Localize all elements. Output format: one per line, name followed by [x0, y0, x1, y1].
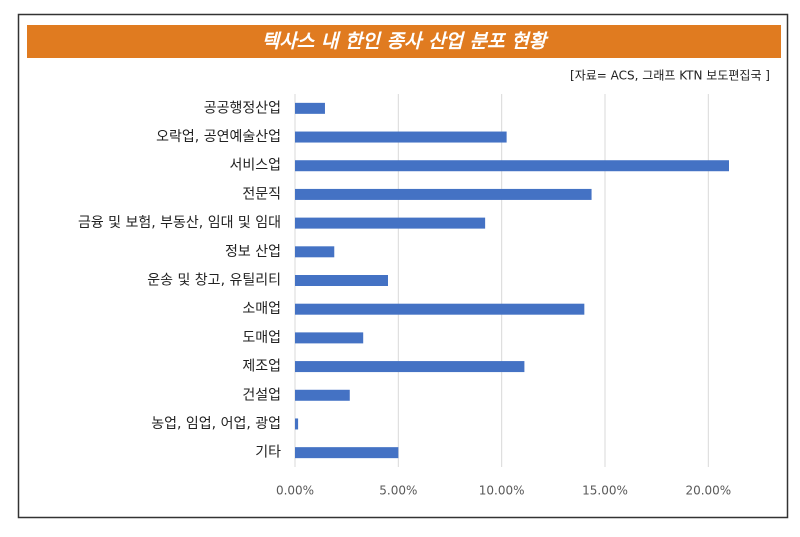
bar — [295, 361, 525, 373]
x-tick-label: 5.00% — [379, 484, 417, 498]
bar — [295, 389, 350, 401]
y-tick-label: 운송 및 창고, 유틸리티 — [147, 273, 281, 289]
bar — [295, 275, 388, 286]
source: [자료= ACS, 그래프 KTN 보도편집국 ] — [570, 69, 770, 83]
bar — [295, 217, 486, 229]
y-tick-label: 공공행정산업 — [204, 100, 281, 116]
bar — [295, 303, 585, 315]
y-tick-label: 금융 및 보험, 부동산, 임대 및 임대 — [78, 215, 281, 231]
x-tick-label: 10.00% — [479, 484, 525, 498]
y-tick-label: 오락업, 공연예술산업 — [156, 129, 281, 145]
bar — [295, 160, 729, 172]
frame — [17, 13, 789, 519]
bar — [295, 418, 299, 430]
y-tick-label: 정보 산업 — [225, 244, 281, 260]
bar — [295, 188, 592, 200]
y-tick-label: 제조업 — [242, 359, 281, 375]
y-tick-label: 기타 — [255, 445, 281, 461]
y-tick-label: 건설업 — [242, 387, 281, 403]
y-tick-label: 서비스업 — [229, 158, 281, 174]
chart-title: 텍사스 내 한인 종사 산업 분포 현황 — [262, 31, 549, 53]
bar — [295, 332, 364, 344]
y-tick-label: 소매업 — [242, 301, 281, 317]
bar — [295, 447, 399, 459]
bar — [295, 131, 507, 143]
x-tick-label: 0.00% — [276, 484, 314, 498]
bar — [295, 102, 325, 114]
x-tick-label: 20.00% — [685, 484, 731, 498]
y-tick-label: 농업, 임업, 어업, 광업 — [151, 416, 281, 432]
y-tick-label: 전문직 — [242, 186, 281, 202]
y-tick-label: 도매업 — [242, 330, 281, 346]
bar — [295, 246, 335, 258]
x-tick-label: 15.00% — [582, 484, 628, 498]
title-banner — [27, 25, 781, 58]
